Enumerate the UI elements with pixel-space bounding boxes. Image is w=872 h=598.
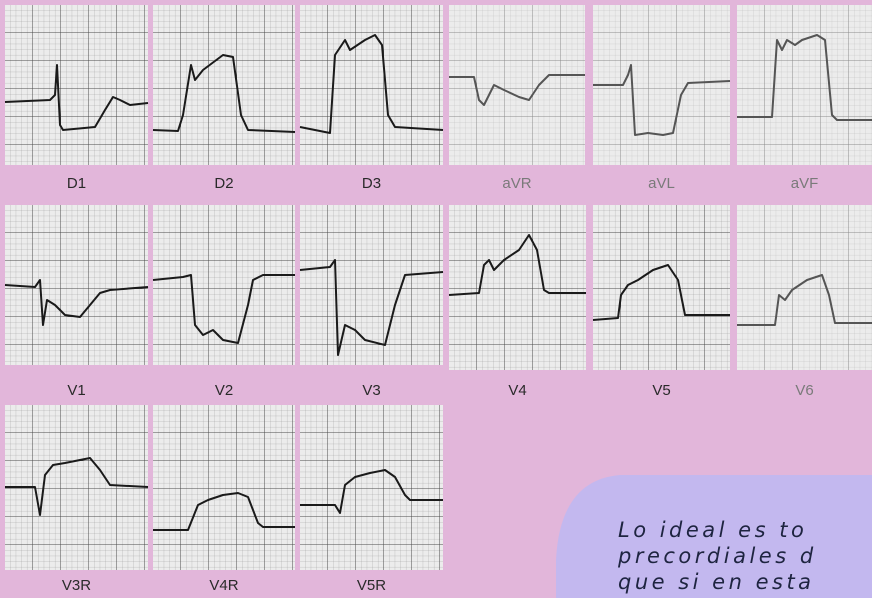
lead-label: D2 bbox=[214, 175, 233, 192]
lead-label: D3 bbox=[362, 175, 381, 192]
ecg-panel bbox=[5, 405, 148, 570]
lead-label: V2 bbox=[215, 382, 233, 399]
ecg-grid bbox=[300, 5, 443, 165]
ecg-grid bbox=[593, 205, 730, 370]
lead-label: V5 bbox=[652, 382, 670, 399]
lead-label: aVL bbox=[648, 175, 675, 192]
ecg-panel bbox=[300, 5, 443, 165]
note-line: precordiales d bbox=[617, 544, 817, 568]
ecg-panel bbox=[153, 5, 295, 165]
ecg-grid bbox=[737, 5, 872, 165]
ecg-grid bbox=[449, 205, 586, 370]
ecg-grid bbox=[153, 405, 295, 570]
ecg-panel bbox=[449, 5, 585, 165]
lead-label: V4 bbox=[508, 382, 526, 399]
ecg-panel bbox=[593, 205, 730, 370]
page: D1 D2 D3 aVR aVL aVF V1 V2 V3 V4 V5 V6 V3R V4R V5R Lo … bbox=[0, 0, 872, 598]
ecg-panel bbox=[153, 405, 295, 570]
ecg-panel bbox=[5, 5, 148, 165]
ecg-grid bbox=[5, 5, 148, 165]
lead-label: V6 bbox=[795, 382, 813, 399]
lead-label: V4R bbox=[209, 577, 238, 594]
ecg-panel bbox=[737, 205, 872, 370]
lead-label: V5R bbox=[357, 577, 386, 594]
lead-label: aVR bbox=[502, 175, 531, 192]
lead-label: V3 bbox=[362, 382, 380, 399]
ecg-panel bbox=[449, 205, 586, 370]
ecg-grid bbox=[153, 5, 295, 165]
ecg-grid bbox=[737, 205, 872, 370]
ecg-panel bbox=[153, 205, 295, 365]
ecg-panel bbox=[300, 205, 443, 365]
note-line: que si en esta bbox=[618, 570, 815, 594]
lead-label: D1 bbox=[67, 175, 86, 192]
lead-label: V3R bbox=[62, 577, 91, 594]
note-line: Lo ideal es to bbox=[618, 518, 807, 542]
ecg-panel bbox=[300, 405, 443, 570]
ecg-panel bbox=[5, 205, 148, 365]
lead-label: V1 bbox=[67, 382, 85, 399]
lead-label: aVF bbox=[791, 175, 819, 192]
slide: D1 D2 D3 aVR aVL aVF V1 V2 V3 V4 V5 V6 V3R V4R V5R Lo … bbox=[0, 0, 872, 598]
ecg-panel bbox=[593, 5, 730, 165]
ecg-grid bbox=[449, 5, 585, 165]
ecg-grid bbox=[300, 405, 443, 570]
ecg-grid bbox=[5, 205, 148, 365]
ecg-panel bbox=[737, 5, 872, 165]
